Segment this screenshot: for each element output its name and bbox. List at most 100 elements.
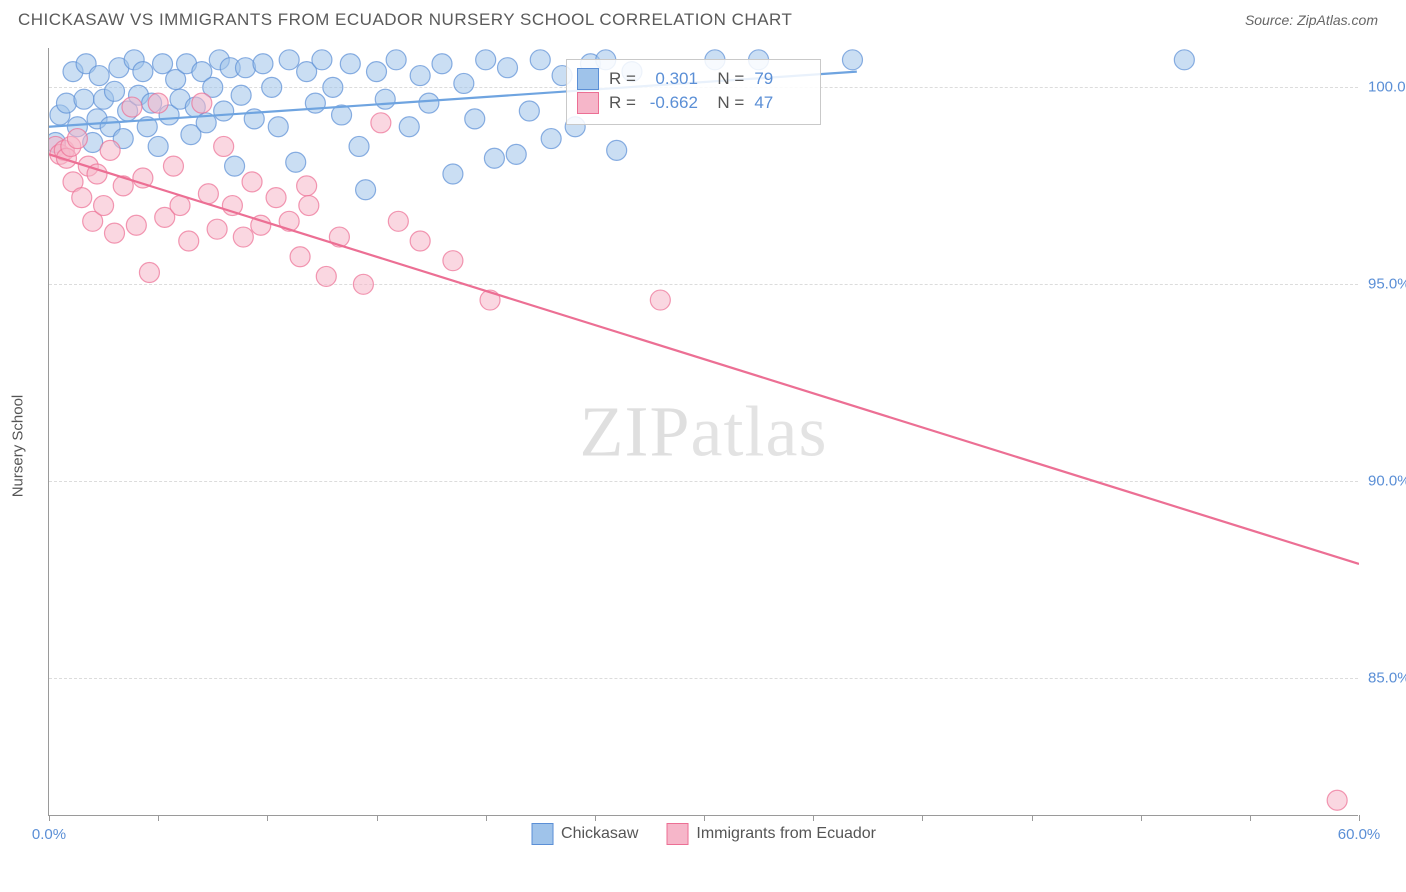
n-label: N = [708, 69, 744, 89]
y-tick-label: 85.0% [1368, 670, 1406, 687]
data-point [650, 290, 670, 310]
data-point [148, 93, 168, 113]
data-point [842, 50, 862, 70]
legend: Chickasaw Immigrants from Ecuador [531, 823, 876, 845]
data-point [432, 54, 452, 74]
data-point [231, 85, 251, 105]
data-point [356, 180, 376, 200]
legend-item: Chickasaw [531, 823, 638, 845]
data-point [316, 266, 336, 286]
data-point [443, 164, 463, 184]
data-point [312, 50, 332, 70]
data-point [1327, 790, 1347, 810]
data-point [266, 188, 286, 208]
legend-label: Chickasaw [561, 825, 638, 843]
data-point [349, 136, 369, 156]
data-point [163, 156, 183, 176]
data-point [286, 152, 306, 172]
n-label: N = [708, 93, 744, 113]
data-point [279, 50, 299, 70]
data-point [253, 54, 273, 74]
stats-box: R = 0.301 N = 79 R = -0.662 N = 47 [566, 59, 821, 125]
y-axis-label: Nursery School [10, 395, 27, 498]
data-point [541, 129, 561, 149]
legend-item: Immigrants from Ecuador [666, 823, 876, 845]
legend-swatch [577, 92, 599, 114]
data-point [100, 140, 120, 160]
data-point [67, 129, 87, 149]
n-value: 47 [754, 93, 806, 113]
data-point [410, 231, 430, 251]
data-point [214, 101, 234, 121]
legend-label: Immigrants from Ecuador [696, 825, 876, 843]
data-point [153, 54, 173, 74]
data-point [105, 81, 125, 101]
data-point [386, 50, 406, 70]
data-point [233, 227, 253, 247]
data-point [214, 136, 234, 156]
data-point [506, 144, 526, 164]
data-point [236, 58, 256, 78]
data-point [519, 101, 539, 121]
data-point [89, 66, 109, 86]
data-point [133, 62, 153, 82]
data-point [74, 89, 94, 109]
data-point [340, 54, 360, 74]
data-point [399, 117, 419, 137]
x-tick [1359, 815, 1360, 821]
r-label: R = [609, 93, 636, 113]
data-point [530, 50, 550, 70]
r-value: -0.662 [646, 93, 698, 113]
data-point [290, 247, 310, 267]
n-value: 79 [754, 69, 806, 89]
data-point [207, 219, 227, 239]
data-point [375, 89, 395, 109]
data-point [454, 73, 474, 93]
stats-row: R = -0.662 N = 47 [577, 92, 806, 114]
data-point [443, 251, 463, 271]
data-point [225, 156, 245, 176]
y-tick-label: 95.0% [1368, 276, 1406, 293]
legend-swatch [577, 68, 599, 90]
data-point [262, 77, 282, 97]
data-point [242, 172, 262, 192]
data-point [323, 77, 343, 97]
data-point [268, 117, 288, 137]
data-point [179, 231, 199, 251]
legend-swatch [666, 823, 688, 845]
plot-area: ZIPatlas 85.0%90.0%95.0%100.0%0.0%60.0%R… [49, 48, 1358, 815]
data-point [198, 184, 218, 204]
x-tick-label: 60.0% [1338, 826, 1381, 843]
data-point [484, 148, 504, 168]
r-value: 0.301 [646, 69, 698, 89]
data-point [139, 262, 159, 282]
data-point [122, 97, 142, 117]
scatter-svg [49, 48, 1359, 816]
x-tick-label: 0.0% [32, 826, 66, 843]
data-point [367, 62, 387, 82]
data-point [192, 93, 212, 113]
chart-container: ZIPatlas 85.0%90.0%95.0%100.0%0.0%60.0%R… [48, 48, 1358, 816]
chart-title: CHICKASAW VS IMMIGRANTS FROM ECUADOR NUR… [18, 10, 792, 30]
trend-line [49, 154, 1359, 564]
y-tick-label: 100.0% [1368, 79, 1406, 96]
data-point [126, 215, 146, 235]
stats-row: R = 0.301 N = 79 [577, 68, 806, 90]
data-point [607, 140, 627, 160]
data-point [353, 274, 373, 294]
data-point [56, 93, 76, 113]
data-point [94, 196, 114, 216]
data-point [419, 93, 439, 113]
data-point [299, 196, 319, 216]
data-point [410, 66, 430, 86]
data-point [476, 50, 496, 70]
r-label: R = [609, 69, 636, 89]
source-attribution: Source: ZipAtlas.com [1245, 12, 1378, 28]
data-point [72, 188, 92, 208]
data-point [297, 176, 317, 196]
data-point [371, 113, 391, 133]
y-tick-label: 90.0% [1368, 473, 1406, 490]
data-point [465, 109, 485, 129]
legend-swatch [531, 823, 553, 845]
data-point [388, 211, 408, 231]
